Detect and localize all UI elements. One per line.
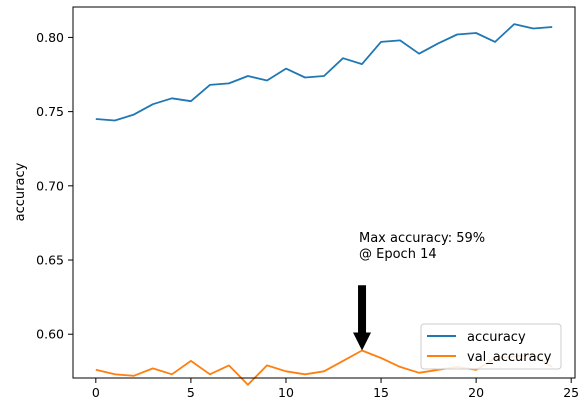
plot-frame: [72, 6, 576, 379]
x-tick-label: 5: [187, 385, 195, 400]
y-tick-label: 0.75: [36, 104, 64, 119]
y-tick-label: 0.60: [36, 327, 64, 342]
x-tick-label: 20: [468, 385, 484, 400]
legend-entry-val-accuracy: val_accuracy: [467, 350, 552, 365]
x-tick-label: 25: [563, 385, 579, 400]
legend[interactable]: accuracy val_accuracy: [420, 323, 562, 370]
legend-entry-accuracy: accuracy: [467, 330, 526, 345]
series-line-val-accuracy: [95, 349, 553, 386]
max-annotation: Max accuracy: 59% @ Epoch 14: [353, 231, 485, 351]
annotation-line-2: @ Epoch 14: [359, 247, 437, 262]
annotation-arrow-head: [353, 332, 372, 351]
y-tick-label: 0.80: [36, 30, 64, 45]
series-line-accuracy: [95, 23, 553, 122]
annotation-line-1: Max accuracy: 59%: [359, 231, 485, 246]
x-tick-label: 10: [278, 385, 294, 400]
y-axis-label: accuracy: [13, 162, 28, 221]
x-tick-label: 15: [373, 385, 389, 400]
y-tick-label: 0.70: [36, 178, 64, 193]
x-tick-label: 0: [92, 385, 100, 400]
annotation-arrow-shaft: [358, 285, 367, 333]
y-tick-label: 0.65: [36, 253, 64, 268]
